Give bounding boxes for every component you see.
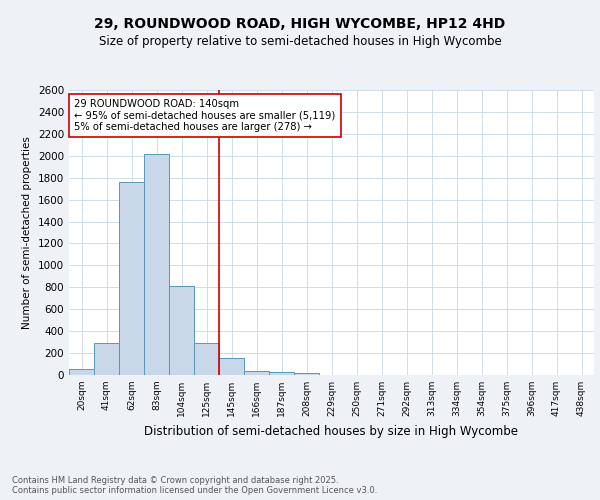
Bar xyxy=(94,342,119,375)
Y-axis label: Number of semi-detached properties: Number of semi-detached properties xyxy=(22,136,32,329)
Bar xyxy=(144,154,169,375)
Bar xyxy=(219,358,244,375)
Bar xyxy=(119,182,144,375)
Bar xyxy=(169,286,194,375)
Text: Size of property relative to semi-detached houses in High Wycombe: Size of property relative to semi-detach… xyxy=(98,35,502,48)
Bar xyxy=(269,372,294,375)
Bar xyxy=(69,369,94,375)
X-axis label: Distribution of semi-detached houses by size in High Wycombe: Distribution of semi-detached houses by … xyxy=(145,424,518,438)
Bar xyxy=(294,374,319,375)
Text: 29 ROUNDWOOD ROAD: 140sqm
← 95% of semi-detached houses are smaller (5,119)
5% o: 29 ROUNDWOOD ROAD: 140sqm ← 95% of semi-… xyxy=(74,98,335,132)
Text: 29, ROUNDWOOD ROAD, HIGH WYCOMBE, HP12 4HD: 29, ROUNDWOOD ROAD, HIGH WYCOMBE, HP12 4… xyxy=(94,18,506,32)
Bar xyxy=(244,370,269,375)
Bar xyxy=(194,342,219,375)
Text: Contains HM Land Registry data © Crown copyright and database right 2025.
Contai: Contains HM Land Registry data © Crown c… xyxy=(12,476,377,495)
